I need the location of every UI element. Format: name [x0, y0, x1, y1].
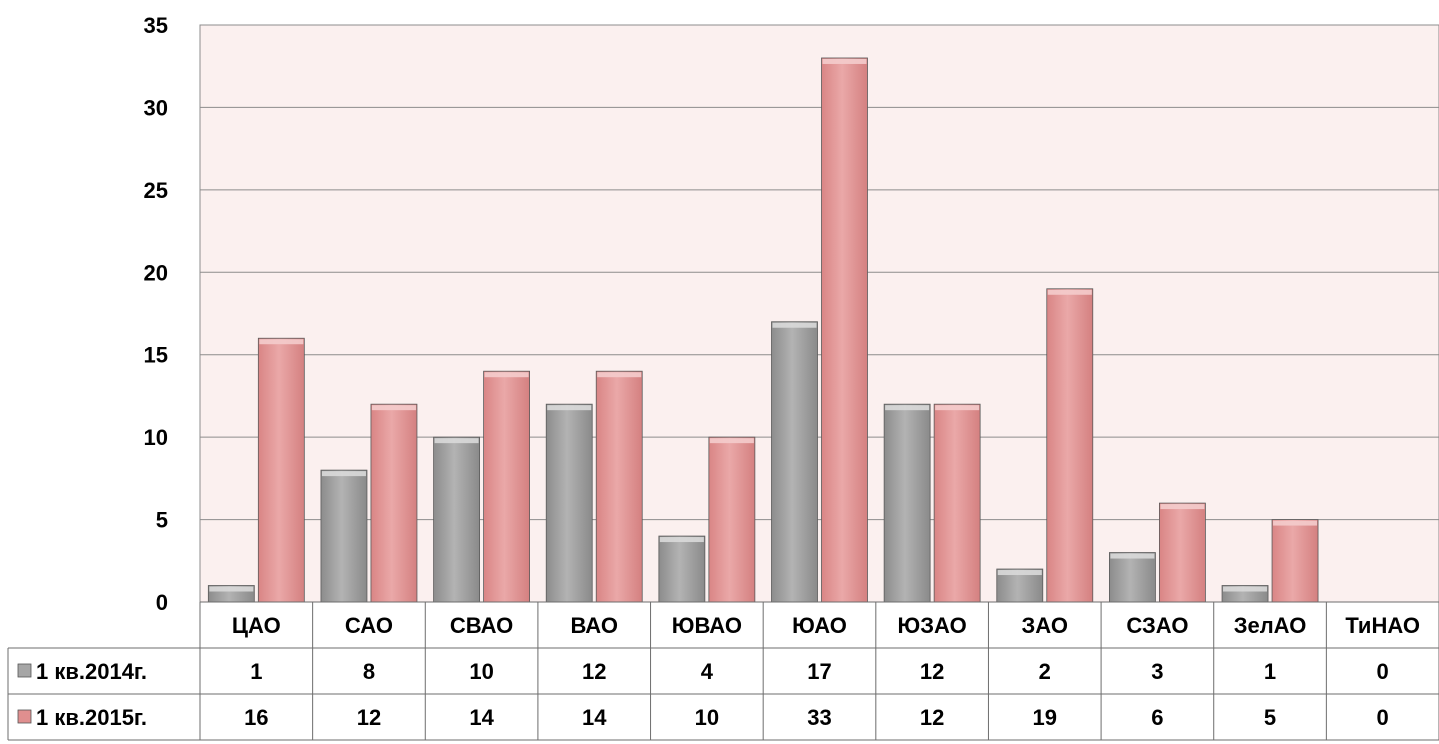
bar-series-2014 [771, 321, 818, 603]
table-cell-value: 33 [807, 705, 831, 730]
bar-series-2014 [320, 469, 368, 603]
table-cell-value: 2 [1039, 659, 1051, 684]
bar-highlight [1047, 289, 1092, 295]
y-tick-label: 10 [144, 425, 168, 450]
bar-highlight [547, 405, 592, 411]
bar-highlight [935, 405, 980, 411]
table-cell-value: 10 [695, 705, 719, 730]
bar-highlight [1223, 586, 1268, 592]
table-cell-value: 12 [920, 659, 944, 684]
y-tick-label: 25 [144, 178, 168, 203]
legend-key [17, 663, 32, 678]
bar-highlight [321, 471, 366, 477]
series-name: 1 кв.2014г. [36, 659, 147, 684]
category-label: ЗАО [1022, 613, 1069, 638]
table-cell-value: 12 [357, 705, 381, 730]
bar-highlight [597, 372, 642, 378]
bar-series-2015 [257, 337, 305, 603]
bar-highlight [659, 537, 704, 543]
bar-series-2015 [1271, 519, 1319, 603]
data-table: ЦАО САО СВАО ВАО ЮВАО ЮАО ЮЗАО ЗАО СЗАО ЗелАО ТиНА… [7, 601, 1439, 741]
y-tick-label: 35 [144, 13, 168, 38]
category-label: ЦАО [232, 613, 281, 638]
bar-series-2015 [595, 370, 643, 603]
y-tick-label: 5 [156, 508, 168, 533]
y-tick-label: 0 [156, 590, 168, 615]
table-cell-value: 4 [701, 659, 714, 684]
category-label: ВАО [570, 613, 618, 638]
y-tick-label: 30 [144, 95, 168, 120]
bar-series-2014 [883, 403, 931, 603]
table-cell-value: 5 [1264, 705, 1276, 730]
legend-key [17, 709, 32, 724]
bar-highlight [434, 438, 479, 444]
table-cell-value: 16 [244, 705, 268, 730]
bar-highlight [484, 372, 529, 378]
bar-highlight [709, 438, 754, 444]
bar-series-2014 [545, 403, 593, 603]
table-cell-value: 6 [1151, 705, 1163, 730]
table-cell-value: 8 [363, 659, 375, 684]
bar-highlight [772, 322, 817, 328]
table-cell-value: 14 [582, 705, 607, 730]
table-cell-value: 0 [1377, 659, 1389, 684]
y-tick-label: 20 [144, 260, 168, 285]
category-label: СВАО [450, 613, 513, 638]
table-cell-value: 12 [920, 705, 944, 730]
bar-highlight [1160, 504, 1205, 510]
category-label: ЮЗАО [898, 613, 967, 638]
y-tick-label: 15 [144, 343, 168, 368]
bar-series-2014 [433, 436, 480, 603]
bar-series-2014 [658, 535, 706, 603]
bar-highlight [259, 339, 304, 345]
table-cell-value: 0 [1377, 705, 1389, 730]
bar-highlight [885, 405, 930, 411]
bar-series-2014 [1109, 552, 1156, 603]
bar-series-2015 [708, 436, 756, 603]
y-axis-ticks: 0 5 10 15 20 25 30 35 [144, 13, 168, 615]
category-label: ЮАО [792, 613, 847, 638]
category-label: ЮВАО [672, 613, 742, 638]
table-cell-value: 17 [807, 659, 831, 684]
bar-highlight [209, 586, 254, 592]
series-name: 1 кв.2015г. [36, 705, 147, 730]
table-cell-value: 1 [1264, 659, 1276, 684]
bar-highlight [1273, 520, 1318, 526]
bar-highlight [371, 405, 416, 411]
category-label: ЗелАО [1234, 613, 1307, 638]
category-label: САО [345, 613, 393, 638]
table-cell-value: 19 [1033, 705, 1057, 730]
table-cell-value: 14 [469, 705, 494, 730]
category-label: ТиНАО [1345, 613, 1420, 638]
table-cell-value: 10 [469, 659, 493, 684]
bar-highlight [997, 570, 1042, 576]
bar-highlight [822, 58, 867, 64]
table-cell-value: 12 [582, 659, 606, 684]
bar-series-2015 [370, 403, 418, 603]
bar-series-2015 [1159, 502, 1206, 603]
category-label: СЗАО [1126, 613, 1188, 638]
bar-highlight [1110, 553, 1155, 559]
bars [207, 57, 1319, 603]
bar-series-2015 [821, 57, 868, 603]
bar-series-2015 [483, 370, 530, 603]
bar-series-2015 [1046, 288, 1094, 603]
table-cell-value: 3 [1151, 659, 1163, 684]
bar-series-2015 [933, 403, 981, 603]
table-cell-value: 1 [250, 659, 262, 684]
